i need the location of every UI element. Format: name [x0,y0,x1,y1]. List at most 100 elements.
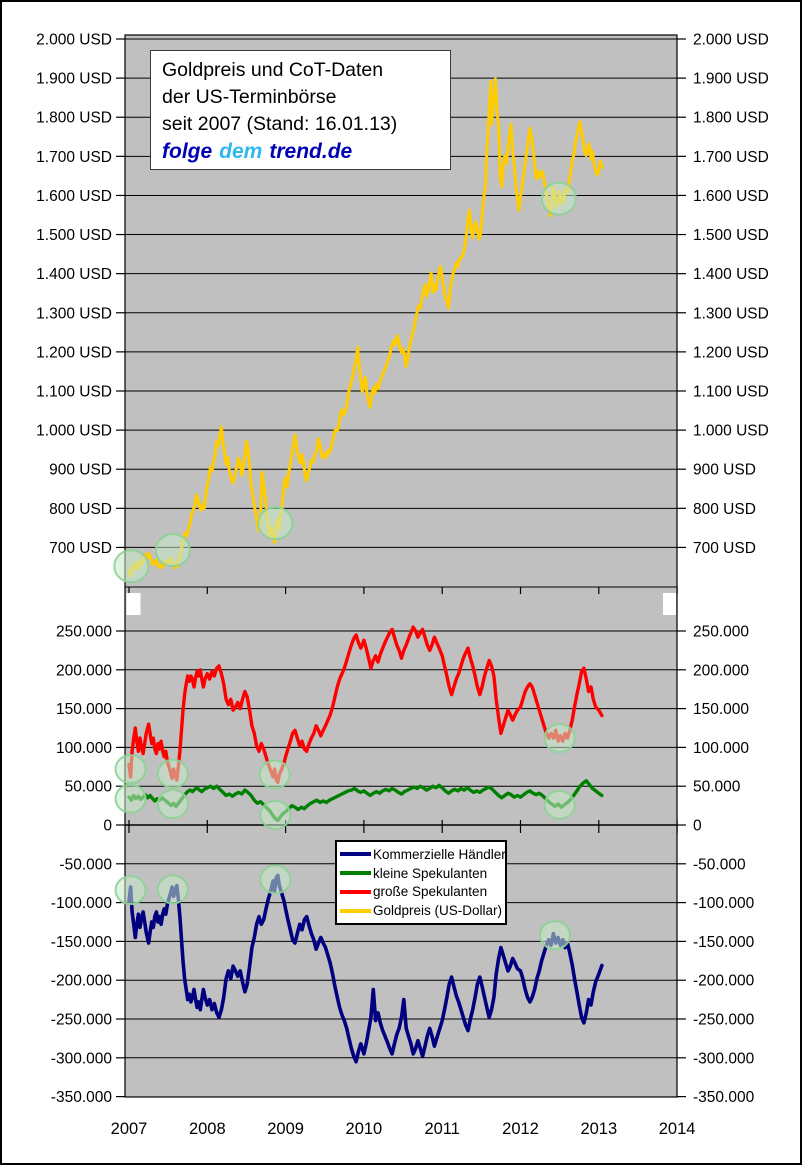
year-label-2014: 2014 [659,1120,696,1138]
y-axis-label-left: -200.000 [51,973,113,990]
y-axis-label-left: 1.200 USD [36,344,112,361]
highlight-circle [538,920,571,951]
legend-label: große Spekulanten [373,884,488,900]
axis-labels: 2.000 USD 2.000 USD 1.900 USD 1.900 USD 1.80… [36,32,769,1107]
series-gro-e-spekulanten [127,625,604,784]
y-axis-label-left: 1.100 USD [36,383,112,400]
y-axis-label-right: 250.000 [693,624,749,641]
y-axis-label-right: 1.400 USD [693,266,769,283]
highlight-circle [156,758,189,789]
legend-label: Goldpreis (US-Dollar) [373,903,503,919]
brand-word-trendde: trend.de [269,140,353,163]
y-axis-label-right: 150.000 [693,701,749,718]
y-axis-label-right: 1.000 USD [693,423,769,440]
y-axis-label-left: -350.000 [51,1089,113,1106]
y-axis-label-right: -250.000 [693,1012,755,1029]
legend-item-kleine-spekulanten: kleine Spekulanten [340,866,502,881]
legend-item-kommerzielle-haendler: Kommerzielle Händler [340,847,506,862]
y-axis-label-right: 900 USD [693,462,756,479]
y-axis-label-right: 700 USD [693,540,756,557]
brand-word-folge: folge [162,140,213,163]
legend-label: Kommerzielle Händler [373,846,506,862]
y-axis-label-right: 1.900 USD [693,71,769,88]
y-axis-label-right: -100.000 [693,895,755,912]
axis-ticks [116,38,686,1098]
legend-line-swatch-blue [340,852,371,857]
highlight-circle [156,789,189,820]
y-axis-label-left: -300.000 [51,1050,113,1067]
y-axis-label-left: 2.000 USD [36,32,112,49]
chart-legend: Kommerzielle Händler kleine Spekulanten … [335,840,507,925]
y-axis-label-left: -150.000 [51,934,113,951]
y-axis-label-right: 1.800 USD [693,110,769,127]
highlight-circles [113,181,577,951]
series-kommerzielle-h-ndler [127,873,604,1064]
plot-area [124,34,678,1098]
highlight-circle [259,799,292,830]
highlight-circle [543,789,576,820]
y-axis-label-right: 1.700 USD [693,149,769,166]
y-axis-label-right: 1.500 USD [693,227,769,244]
brand-line: folge dem trend.de [162,138,450,166]
series-kleine-spekulanten [127,779,604,822]
highlight-circle [259,864,292,895]
series-goldpreis-us-dollar- [127,77,604,578]
y-axis-label-right: -300.000 [693,1050,755,1067]
y-axis-label-left: 900 USD [49,462,112,479]
chart-title-box: Goldpreis und CoT-Daten der US-Terminbör… [150,50,451,170]
y-axis-label-right: 100.000 [693,740,749,757]
brand-word-dem: dem [219,140,263,163]
y-axis-label-left: 1.800 USD [36,110,112,127]
y-axis-label-left: 1.600 USD [36,188,112,205]
highlight-circle [257,506,294,541]
y-axis-label-right: 0 [693,818,702,835]
year-label-2011: 2011 [424,1120,459,1138]
y-axis-label-left: 1.000 USD [36,423,112,440]
year-label-2012: 2012 [502,1120,539,1138]
legend-line-swatch-red [340,889,371,894]
y-axis-label-right: -150.000 [693,934,755,951]
y-axis-label-left: 1.500 USD [36,227,112,244]
y-axis-label-right: 50.000 [693,779,741,796]
y-axis-label-left: -50.000 [59,856,112,873]
year-label-2010: 2010 [346,1120,383,1138]
y-axis-label-left: 1.900 USD [36,71,112,88]
gridlines [125,38,677,1059]
highlight-circle [543,723,576,754]
y-axis-label-left: 150.000 [56,701,112,718]
y-axis-label-right: 800 USD [693,501,756,518]
year-label-2008: 2008 [189,1120,226,1138]
y-axis-label-left: -250.000 [51,1012,113,1029]
highlight-circle [156,874,189,905]
highlight-circle [114,875,147,906]
legend-line-swatch-green [340,871,371,876]
title-line-3: seit 2007 (Stand: 16.01.13) [162,113,398,135]
y-axis-label-right: 1.200 USD [693,344,769,361]
y-axis-label-left: 100.000 [56,740,112,757]
y-axis-label-left: 700 USD [49,540,112,557]
y-axis-label-left: 800 USD [49,501,112,518]
y-axis-label-left: 0 [103,818,112,835]
year-label-2013: 2013 [580,1120,617,1138]
y-axis-label-right: 200.000 [693,662,749,679]
y-axis-label-left: 1.400 USD [36,266,112,283]
panel-gap-notch-right [663,593,676,615]
panel-gap-notch-left [126,593,141,615]
title-line-1: Goldpreis und CoT-Daten [162,59,384,81]
y-axis-label-left: -100.000 [51,895,113,912]
highlight-circle [540,181,577,216]
year-label-2007: 2007 [111,1120,148,1138]
highlight-circle [113,549,150,584]
y-axis-label-right: -350.000 [693,1089,755,1106]
y-axis-label-right: -200.000 [693,973,755,990]
highlight-circle [154,533,191,568]
y-axis-label-right: 1.600 USD [693,188,769,205]
y-axis-label-right: 1.300 USD [693,305,769,322]
y-axis-label-left: 1.700 USD [36,149,112,166]
x-axis-year-labels: 2007 2008 2009 2010 2011 2012 2013 2014 [111,1120,696,1138]
y-axis-label-right: -50.000 [693,856,746,873]
title-line-2: der US-Terminbörse [162,86,337,108]
y-axis-label-left: 50.000 [65,779,113,796]
